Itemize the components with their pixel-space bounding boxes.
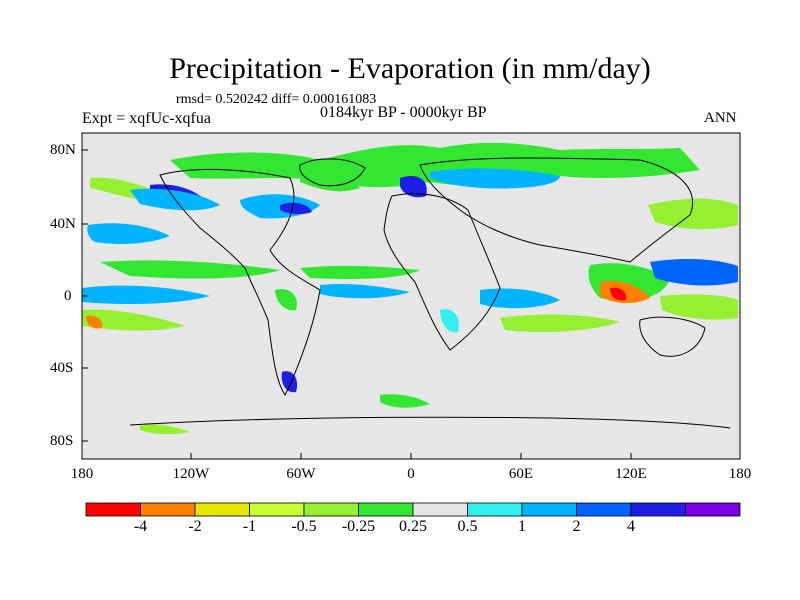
greenland-coast <box>299 158 366 187</box>
colorbar-tick-label: 0.5 <box>457 518 478 535</box>
season-label: ANN <box>704 110 737 126</box>
colorbar-swatch <box>194 502 250 517</box>
antarctic-margin-green <box>140 424 190 435</box>
north-pacific-blue <box>87 223 170 244</box>
colorbar-tick-label: 4 <box>627 518 635 535</box>
lon-label-180-right: 180 <box>728 466 752 482</box>
atlantic-equatorial-blue <box>320 283 410 299</box>
siberia-blue <box>430 168 560 189</box>
rmsd-diff-stats: rmsd= 0.520242 diff= 0.000161083 <box>176 92 377 107</box>
southern-ocean-green <box>380 394 430 408</box>
colorbar-swatch <box>140 502 196 517</box>
indian-ocean-blue <box>480 288 560 309</box>
south-pacific-orange <box>86 315 103 329</box>
lon-label-60e: 60E <box>508 466 534 482</box>
antarctica-coast <box>129 416 731 429</box>
lat-label-80s: 80S <box>50 433 74 449</box>
southern-africa-cyan <box>440 309 459 333</box>
colorbar-swatch <box>467 502 523 517</box>
lat-label-40n: 40N <box>50 216 76 232</box>
atlantic-itcz-green <box>300 265 420 280</box>
west-pacific-blue <box>650 259 738 286</box>
tropical-pacific-green <box>100 260 280 279</box>
gulfstream-dark-blue <box>280 202 312 215</box>
lat-label-80n: 80N <box>50 142 76 158</box>
lon-label-120w: 120W <box>172 466 210 482</box>
colorbar-swatch <box>85 502 141 517</box>
africa-europe-coast <box>383 193 501 351</box>
south-pacific-green <box>82 309 185 331</box>
spcz-green <box>660 294 738 320</box>
maritime-red <box>610 287 627 301</box>
australia-coast <box>639 316 706 357</box>
axis-ticks <box>82 149 632 459</box>
colorbar-tick-label: -4 <box>133 518 148 535</box>
lon-label-120e: 120E <box>615 466 647 482</box>
greenland-green <box>300 169 360 192</box>
nw-pacific-green <box>648 198 738 230</box>
colorbar-tick-label: -2 <box>188 518 202 535</box>
lon-label-60w: 60W <box>286 466 316 482</box>
colorbar-swatch <box>249 502 305 517</box>
americas-coast <box>159 168 321 396</box>
colorbar-tick-label: -0.5 <box>291 518 317 535</box>
colorbar-swatch <box>685 502 741 517</box>
colorbar-swatch <box>576 502 632 517</box>
colorbar-tick-label: 2 <box>572 518 581 535</box>
colorbar-tick-label: 0.25 <box>399 518 427 535</box>
colorbar-swatch <box>521 502 577 517</box>
south-indian-green <box>500 314 620 332</box>
colorbar-swatch <box>358 502 414 517</box>
lat-label-40s: 40S <box>50 360 74 376</box>
colorbar-swatch <box>412 502 468 517</box>
colorbar-swatch <box>630 502 686 517</box>
eurasia-coast <box>419 157 693 263</box>
period-label: 0184kyr BP - 0000kyr BP <box>320 104 487 121</box>
lon-label-0: 0 <box>407 466 415 482</box>
colorbar-tick-label: -1 <box>242 518 257 535</box>
equatorial-pacific-blue <box>82 285 210 304</box>
lon-label-180-left: 180 <box>70 466 94 482</box>
coastlines <box>129 157 731 429</box>
colorbar-tick-label: -0.25 <box>341 518 376 535</box>
experiment-label: Expt = xqfUc-xqfua <box>82 110 211 127</box>
maritime-orange <box>600 280 650 304</box>
colorbar-tick-label: 1 <box>518 518 526 535</box>
colorbar-swatch <box>303 502 359 517</box>
amazon-green <box>275 289 297 311</box>
lat-label-0: 0 <box>64 288 72 304</box>
norway-dark-blue <box>400 176 427 198</box>
plot-title: Precipitation - Evaporation (in mm/day) <box>169 52 651 85</box>
